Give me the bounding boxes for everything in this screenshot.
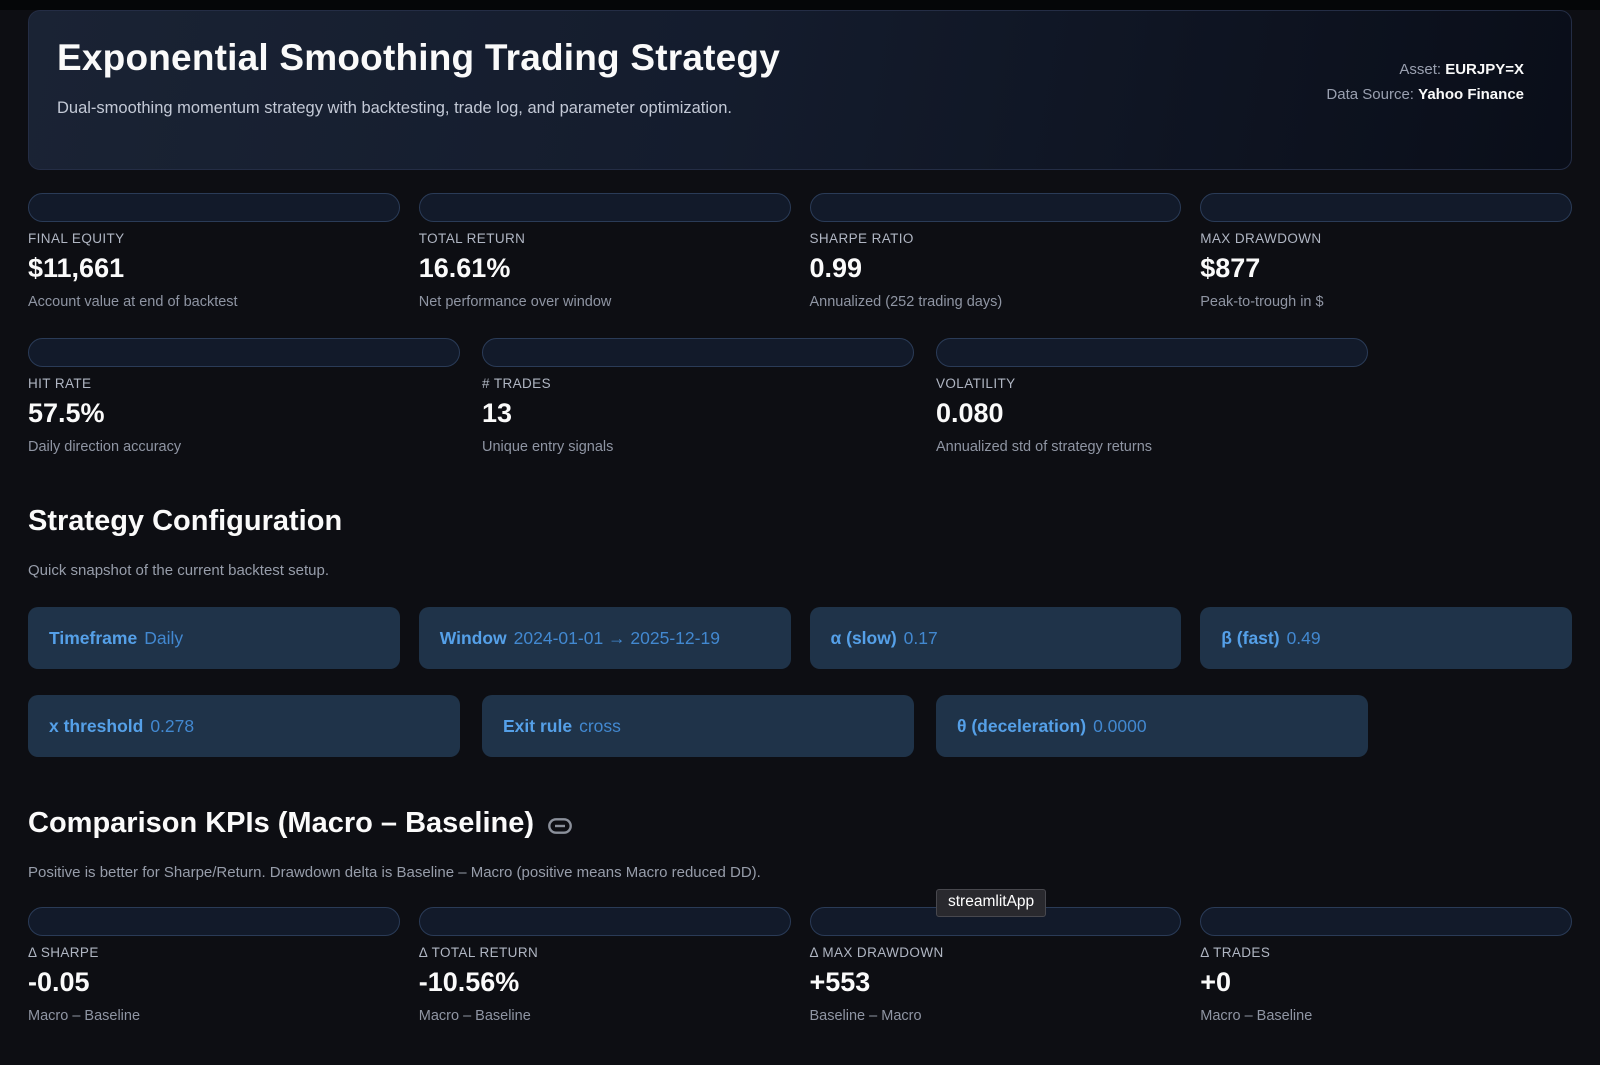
kpi-card-total-return: TOTAL RETURN 16.61% Net performance over… bbox=[418, 193, 791, 310]
comparison-kpis-heading-text: Comparison KPIs (Macro – Baseline) bbox=[28, 807, 535, 839]
kpi-card-hit-rate: HIT RATE 57.5% Daily direction accuracy bbox=[28, 338, 460, 455]
streamlit-app-tooltip: streamlitApp bbox=[936, 889, 1047, 917]
kpi-label: HIT RATE bbox=[28, 376, 92, 391]
anchor-link-icon[interactable] bbox=[548, 817, 572, 834]
data-source-value: Yahoo Finance bbox=[1418, 86, 1524, 103]
kpi-label: Δ TOTAL RETURN bbox=[418, 945, 539, 960]
chip-label: α (slow) bbox=[830, 627, 897, 648]
page-title: Exponential Smoothing Trading Strategy bbox=[57, 37, 780, 78]
kpi-label: Δ SHARPE bbox=[28, 945, 99, 960]
kpi-value: 13 bbox=[482, 398, 513, 428]
kpi-row-3: Δ SHARPE -0.05 Macro – Baseline Δ TOTAL … bbox=[28, 907, 1572, 1024]
kpi-caption: Macro – Baseline bbox=[28, 1008, 141, 1024]
kpi-label: VOLATILITY bbox=[936, 376, 1016, 391]
chip-label: x threshold bbox=[49, 715, 144, 736]
comparison-kpis-heading: Comparison KPIs (Macro – Baseline) bbox=[28, 807, 1572, 840]
kpi-value: $877 bbox=[1200, 253, 1261, 283]
header-card: Exponential Smoothing Trading Strategy D… bbox=[28, 10, 1572, 170]
chip-label: Window bbox=[439, 627, 507, 648]
data-source-label: Data Source: bbox=[1326, 86, 1414, 103]
kpi-accent-pill bbox=[1200, 907, 1572, 936]
header-meta: Asset: EURJPY=X Data Source: Yahoo Finan… bbox=[1326, 57, 1524, 107]
kpi-accent-pill bbox=[482, 338, 914, 367]
config-chip-row-1: Timeframe Daily Window 2024-01-01 → 2025… bbox=[28, 607, 1572, 669]
kpi-row-2: HIT RATE 57.5% Daily direction accuracy … bbox=[28, 338, 1572, 455]
kpi-value: +553 bbox=[809, 967, 871, 997]
config-chip-x-threshold: x threshold 0.278 bbox=[28, 695, 460, 757]
chip-value: 0.49 bbox=[1286, 627, 1321, 648]
chip-label: β (fast) bbox=[1221, 627, 1280, 648]
app-top-strip bbox=[0, 0, 1600, 10]
comparison-kpis-subtitle: Positive is better for Sharpe/Return. Dr… bbox=[28, 864, 761, 881]
config-chip-window: Window 2024-01-01 → 2025-12-19 bbox=[418, 607, 791, 669]
kpi-card-delta-max-drawdown: Δ MAX DRAWDOWN +553 Baseline – Macro bbox=[809, 907, 1182, 1024]
chip-value: Daily bbox=[144, 627, 184, 648]
chip-value: 0.17 bbox=[903, 627, 938, 648]
data-source-line: Data Source: Yahoo Finance bbox=[1326, 82, 1524, 107]
kpi-accent-pill bbox=[936, 338, 1368, 367]
asset-line: Asset: EURJPY=X bbox=[1326, 57, 1524, 82]
kpi-caption: Unique entry signals bbox=[482, 439, 614, 455]
config-chip-exit-rule: Exit rule cross bbox=[482, 695, 914, 757]
chip-label: Timeframe bbox=[49, 627, 138, 648]
chip-value: 0.0000 bbox=[1093, 715, 1147, 736]
chip-label: θ (deceleration) bbox=[957, 715, 1087, 736]
kpi-value: -10.56% bbox=[418, 967, 520, 997]
config-chip-beta-fast: β (fast) 0.49 bbox=[1200, 607, 1572, 669]
kpi-value: $11,661 bbox=[28, 253, 125, 283]
kpi-caption: Net performance over window bbox=[418, 294, 612, 310]
kpi-card-final-equity: FINAL EQUITY $11,661 Account value at en… bbox=[28, 193, 400, 310]
kpi-row-1: FINAL EQUITY $11,661 Account value at en… bbox=[28, 193, 1572, 310]
kpi-label: SHARPE RATIO bbox=[809, 231, 914, 246]
kpi-label: Δ TRADES bbox=[1200, 945, 1271, 960]
kpi-value: -0.05 bbox=[28, 967, 90, 997]
kpi-card-max-drawdown: MAX DRAWDOWN $877 Peak-to-trough in $ bbox=[1200, 193, 1572, 310]
kpi-caption: Macro – Baseline bbox=[1200, 1008, 1313, 1024]
kpi-caption: Annualized (252 trading days) bbox=[809, 294, 1003, 310]
kpi-accent-pill bbox=[809, 193, 1182, 222]
kpi-accent-pill bbox=[28, 193, 400, 222]
kpi-caption: Daily direction accuracy bbox=[28, 439, 182, 455]
asset-label: Asset: bbox=[1399, 61, 1442, 78]
kpi-label: FINAL EQUITY bbox=[28, 231, 125, 246]
kpi-value: 0.99 bbox=[809, 253, 863, 283]
config-chip-row-2: x threshold 0.278 Exit rule cross θ (dec… bbox=[28, 695, 1572, 757]
config-chip-timeframe: Timeframe Daily bbox=[28, 607, 400, 669]
chip-value: cross bbox=[579, 715, 621, 736]
kpi-caption: Macro – Baseline bbox=[418, 1008, 531, 1024]
kpi-caption: Baseline – Macro bbox=[809, 1008, 922, 1024]
chip-value: 0.278 bbox=[150, 715, 195, 736]
kpi-card-delta-total-return: Δ TOTAL RETURN -10.56% Macro – Baseline bbox=[418, 907, 791, 1024]
kpi-accent-pill bbox=[418, 907, 791, 936]
kpi-card-num-trades: # TRADES 13 Unique entry signals bbox=[482, 338, 914, 455]
kpi-caption: Annualized std of strategy returns bbox=[936, 439, 1153, 455]
chip-label: Exit rule bbox=[503, 715, 573, 736]
kpi-accent-pill bbox=[28, 907, 400, 936]
strategy-configuration-heading: Strategy Configuration bbox=[28, 505, 343, 537]
kpi-accent-pill bbox=[418, 193, 791, 222]
main-content: Exponential Smoothing Trading Strategy D… bbox=[0, 10, 1600, 1024]
kpi-card-sharpe-ratio: SHARPE RATIO 0.99 Annualized (252 tradin… bbox=[809, 193, 1182, 310]
kpi-caption: Peak-to-trough in $ bbox=[1200, 294, 1324, 310]
page-subtitle: Dual-smoothing momentum strategy with ba… bbox=[57, 99, 732, 117]
kpi-caption: Account value at end of backtest bbox=[28, 294, 238, 310]
config-chip-theta-deceleration: θ (deceleration) 0.0000 bbox=[936, 695, 1368, 757]
config-chip-alpha-slow: α (slow) 0.17 bbox=[809, 607, 1182, 669]
kpi-accent-pill bbox=[1200, 193, 1572, 222]
chip-value: 2024-01-01 → 2025-12-19 bbox=[513, 627, 720, 648]
kpi-value: 57.5% bbox=[28, 398, 105, 428]
kpi-value: +0 bbox=[1200, 967, 1232, 997]
kpi-label: TOTAL RETURN bbox=[418, 231, 526, 246]
asset-value: EURJPY=X bbox=[1445, 61, 1524, 78]
kpi-value: 0.080 bbox=[936, 398, 1004, 428]
kpi-label: MAX DRAWDOWN bbox=[1200, 231, 1322, 246]
strategy-configuration-subtitle: Quick snapshot of the current backtest s… bbox=[28, 562, 329, 579]
kpi-accent-pill bbox=[28, 338, 460, 367]
kpi-label: # TRADES bbox=[482, 376, 551, 391]
kpi-value: 16.61% bbox=[418, 253, 511, 283]
kpi-label: Δ MAX DRAWDOWN bbox=[809, 945, 944, 960]
kpi-card-delta-sharpe: Δ SHARPE -0.05 Macro – Baseline bbox=[28, 907, 400, 1024]
kpi-card-delta-trades: Δ TRADES +0 Macro – Baseline bbox=[1200, 907, 1572, 1024]
kpi-card-volatility: VOLATILITY 0.080 Annualized std of strat… bbox=[936, 338, 1368, 455]
